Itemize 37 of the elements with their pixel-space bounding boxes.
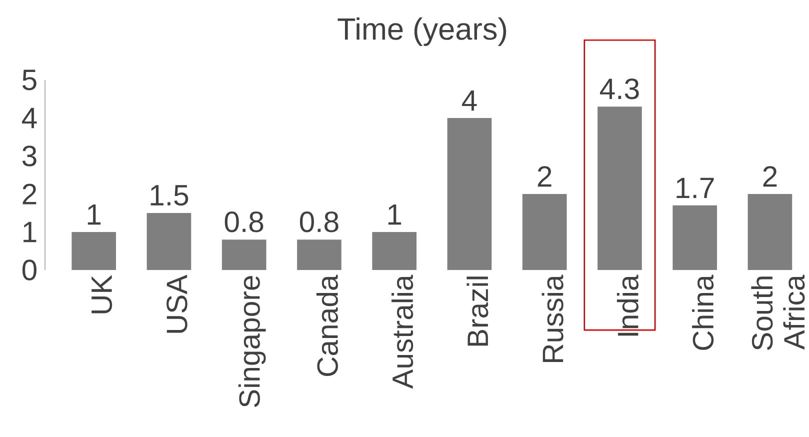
data-label: 1 [388, 204, 402, 225]
data-label: 4.3 [600, 78, 639, 100]
bar [297, 240, 342, 270]
y-tick-label: 2 [22, 184, 36, 204]
x-tick-label: South Africa [751, 274, 805, 350]
bar [447, 118, 492, 270]
bar [372, 232, 416, 270]
bar [222, 240, 266, 270]
x-tick-label: Singapore [238, 276, 266, 408]
bar [146, 213, 192, 270]
x-tick-label: Australia [392, 274, 414, 389]
y-tick-label: 3 [22, 146, 36, 166]
y-tick-label: 1 [24, 222, 36, 242]
x-tick-label: Canada [316, 274, 338, 376]
x-tick-label: Brazil [466, 276, 488, 346]
data-label: 1 [88, 204, 101, 225]
bar [672, 205, 717, 270]
x-tick-label: India [616, 274, 638, 336]
bar [748, 194, 792, 270]
data-label: 1.7 [676, 178, 714, 198]
data-label: 2 [538, 166, 552, 187]
x-tick-label: China [692, 274, 714, 350]
x-tick-label: Russia [542, 274, 564, 362]
bar [522, 194, 567, 270]
y-tick-label: 5 [22, 70, 36, 90]
data-label: 0.8 [224, 211, 264, 232]
y-tick-label: 4 [22, 108, 37, 128]
y-tick-label: 0 [22, 260, 36, 280]
data-label: 1.5 [150, 185, 188, 206]
bar [72, 232, 116, 270]
chart-title: Time (years) [338, 17, 506, 46]
x-tick-label: USA [166, 274, 188, 333]
bar [598, 106, 642, 270]
x-tick-label: UK [92, 275, 112, 314]
data-label: 2 [763, 166, 777, 187]
data-label: 4 [462, 90, 477, 111]
data-label: 0.8 [300, 211, 338, 232]
